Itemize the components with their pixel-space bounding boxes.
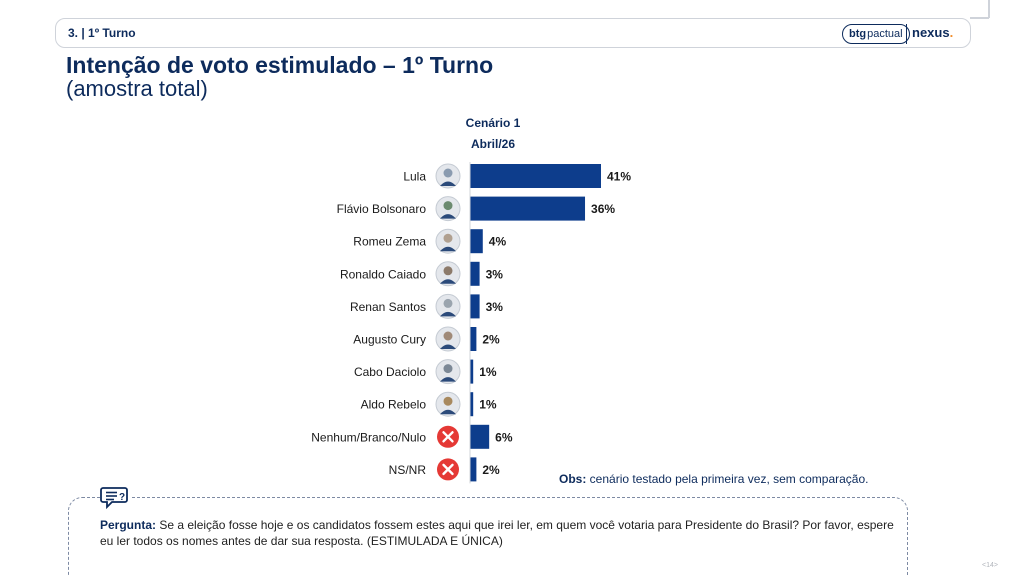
chart-subtitle: Abril/26 — [470, 137, 515, 151]
chart-title: Cenário 1 — [465, 116, 521, 130]
avatar-head — [443, 298, 453, 308]
bar — [470, 196, 586, 221]
value-label: 2% — [482, 463, 500, 477]
corner-decoration — [970, 17, 989, 19]
question-box — [68, 497, 908, 576]
category-label: Cabo Daciolo — [354, 365, 426, 379]
avatar-head — [443, 364, 453, 374]
logo-nexus-dot: . — [949, 25, 954, 40]
value-label: 6% — [495, 430, 513, 444]
avatar-head — [443, 266, 453, 276]
question-text: Pergunta: Se a eleição fosse hoje e os c… — [100, 517, 900, 549]
question-label: Pergunta: — [100, 518, 157, 532]
category-label: Augusto Cury — [353, 333, 426, 347]
svg-text:?: ? — [119, 492, 125, 503]
page-subtitle: (amostra total) — [66, 76, 208, 101]
bar — [470, 457, 477, 482]
nexus-logo: nexus. — [912, 25, 953, 40]
bar — [470, 164, 601, 188]
logo-btg-bold: btg — [849, 28, 867, 40]
section-label: 3. | 1º Turno — [68, 26, 136, 40]
bar — [470, 327, 477, 351]
category-label: Renan Santos — [350, 300, 426, 314]
bar — [470, 424, 490, 449]
avatar-head — [443, 233, 453, 243]
value-label: 3% — [486, 267, 504, 281]
avatar-head — [443, 331, 453, 341]
bar — [470, 261, 480, 286]
value-label: 41% — [607, 170, 631, 184]
bar — [470, 392, 474, 417]
logo-btg-rest: pactual — [867, 28, 903, 40]
value-label: 4% — [489, 235, 507, 249]
page-title: Intenção de voto estimulado – 1º Turno — [66, 52, 494, 78]
obs-label: Obs: — [559, 472, 587, 486]
avatar-body — [440, 214, 456, 219]
logo-separator — [906, 24, 907, 44]
avatar-body — [440, 279, 456, 284]
avatar-head — [443, 168, 453, 178]
x-icon-mark — [442, 463, 454, 476]
speech-bubble-icon: ? — [100, 486, 130, 510]
avatar-body — [440, 377, 456, 382]
bar — [470, 229, 483, 254]
avatar-body — [440, 181, 456, 186]
btg-pactual-logo: btg pactual — [842, 24, 910, 44]
value-label: 2% — [482, 333, 500, 347]
header-bar — [55, 18, 971, 48]
category-label: Aldo Rebelo — [361, 398, 427, 412]
chart-heading: Cenário 1 Abril/26 — [440, 113, 546, 155]
page-number: <14> — [982, 562, 998, 569]
avatar-body — [440, 409, 456, 415]
avatar-body — [440, 344, 456, 349]
category-label: Ronaldo Caiado — [340, 267, 426, 281]
value-label: 1% — [479, 398, 497, 412]
obs-text: cenário testado pela primeira vez, sem c… — [586, 472, 869, 486]
category-label: Romeu Zema — [353, 235, 426, 249]
value-label: 3% — [486, 300, 504, 314]
value-label: 1% — [479, 365, 497, 379]
value-label: 36% — [591, 202, 615, 216]
corner-decoration — [988, 0, 990, 18]
bar — [470, 294, 480, 319]
category-label: Flávio Bolsonaro — [337, 202, 427, 216]
category-label: NS/NR — [389, 463, 427, 477]
observation-note: Obs: cenário testado pela primeira vez, … — [559, 472, 868, 486]
logo-nexus-text: nexus — [912, 25, 950, 40]
bar — [470, 359, 474, 384]
category-label: Nenhum/Branco/Nulo — [311, 430, 426, 444]
x-icon-mark — [442, 431, 454, 443]
question-body: Se a eleição fosse hoje e os candidatos … — [100, 518, 894, 548]
avatar-head — [443, 396, 453, 406]
avatar-body — [440, 246, 456, 252]
avatar-head — [443, 201, 453, 211]
category-label: Lula — [403, 170, 426, 184]
avatar-body — [440, 311, 456, 317]
